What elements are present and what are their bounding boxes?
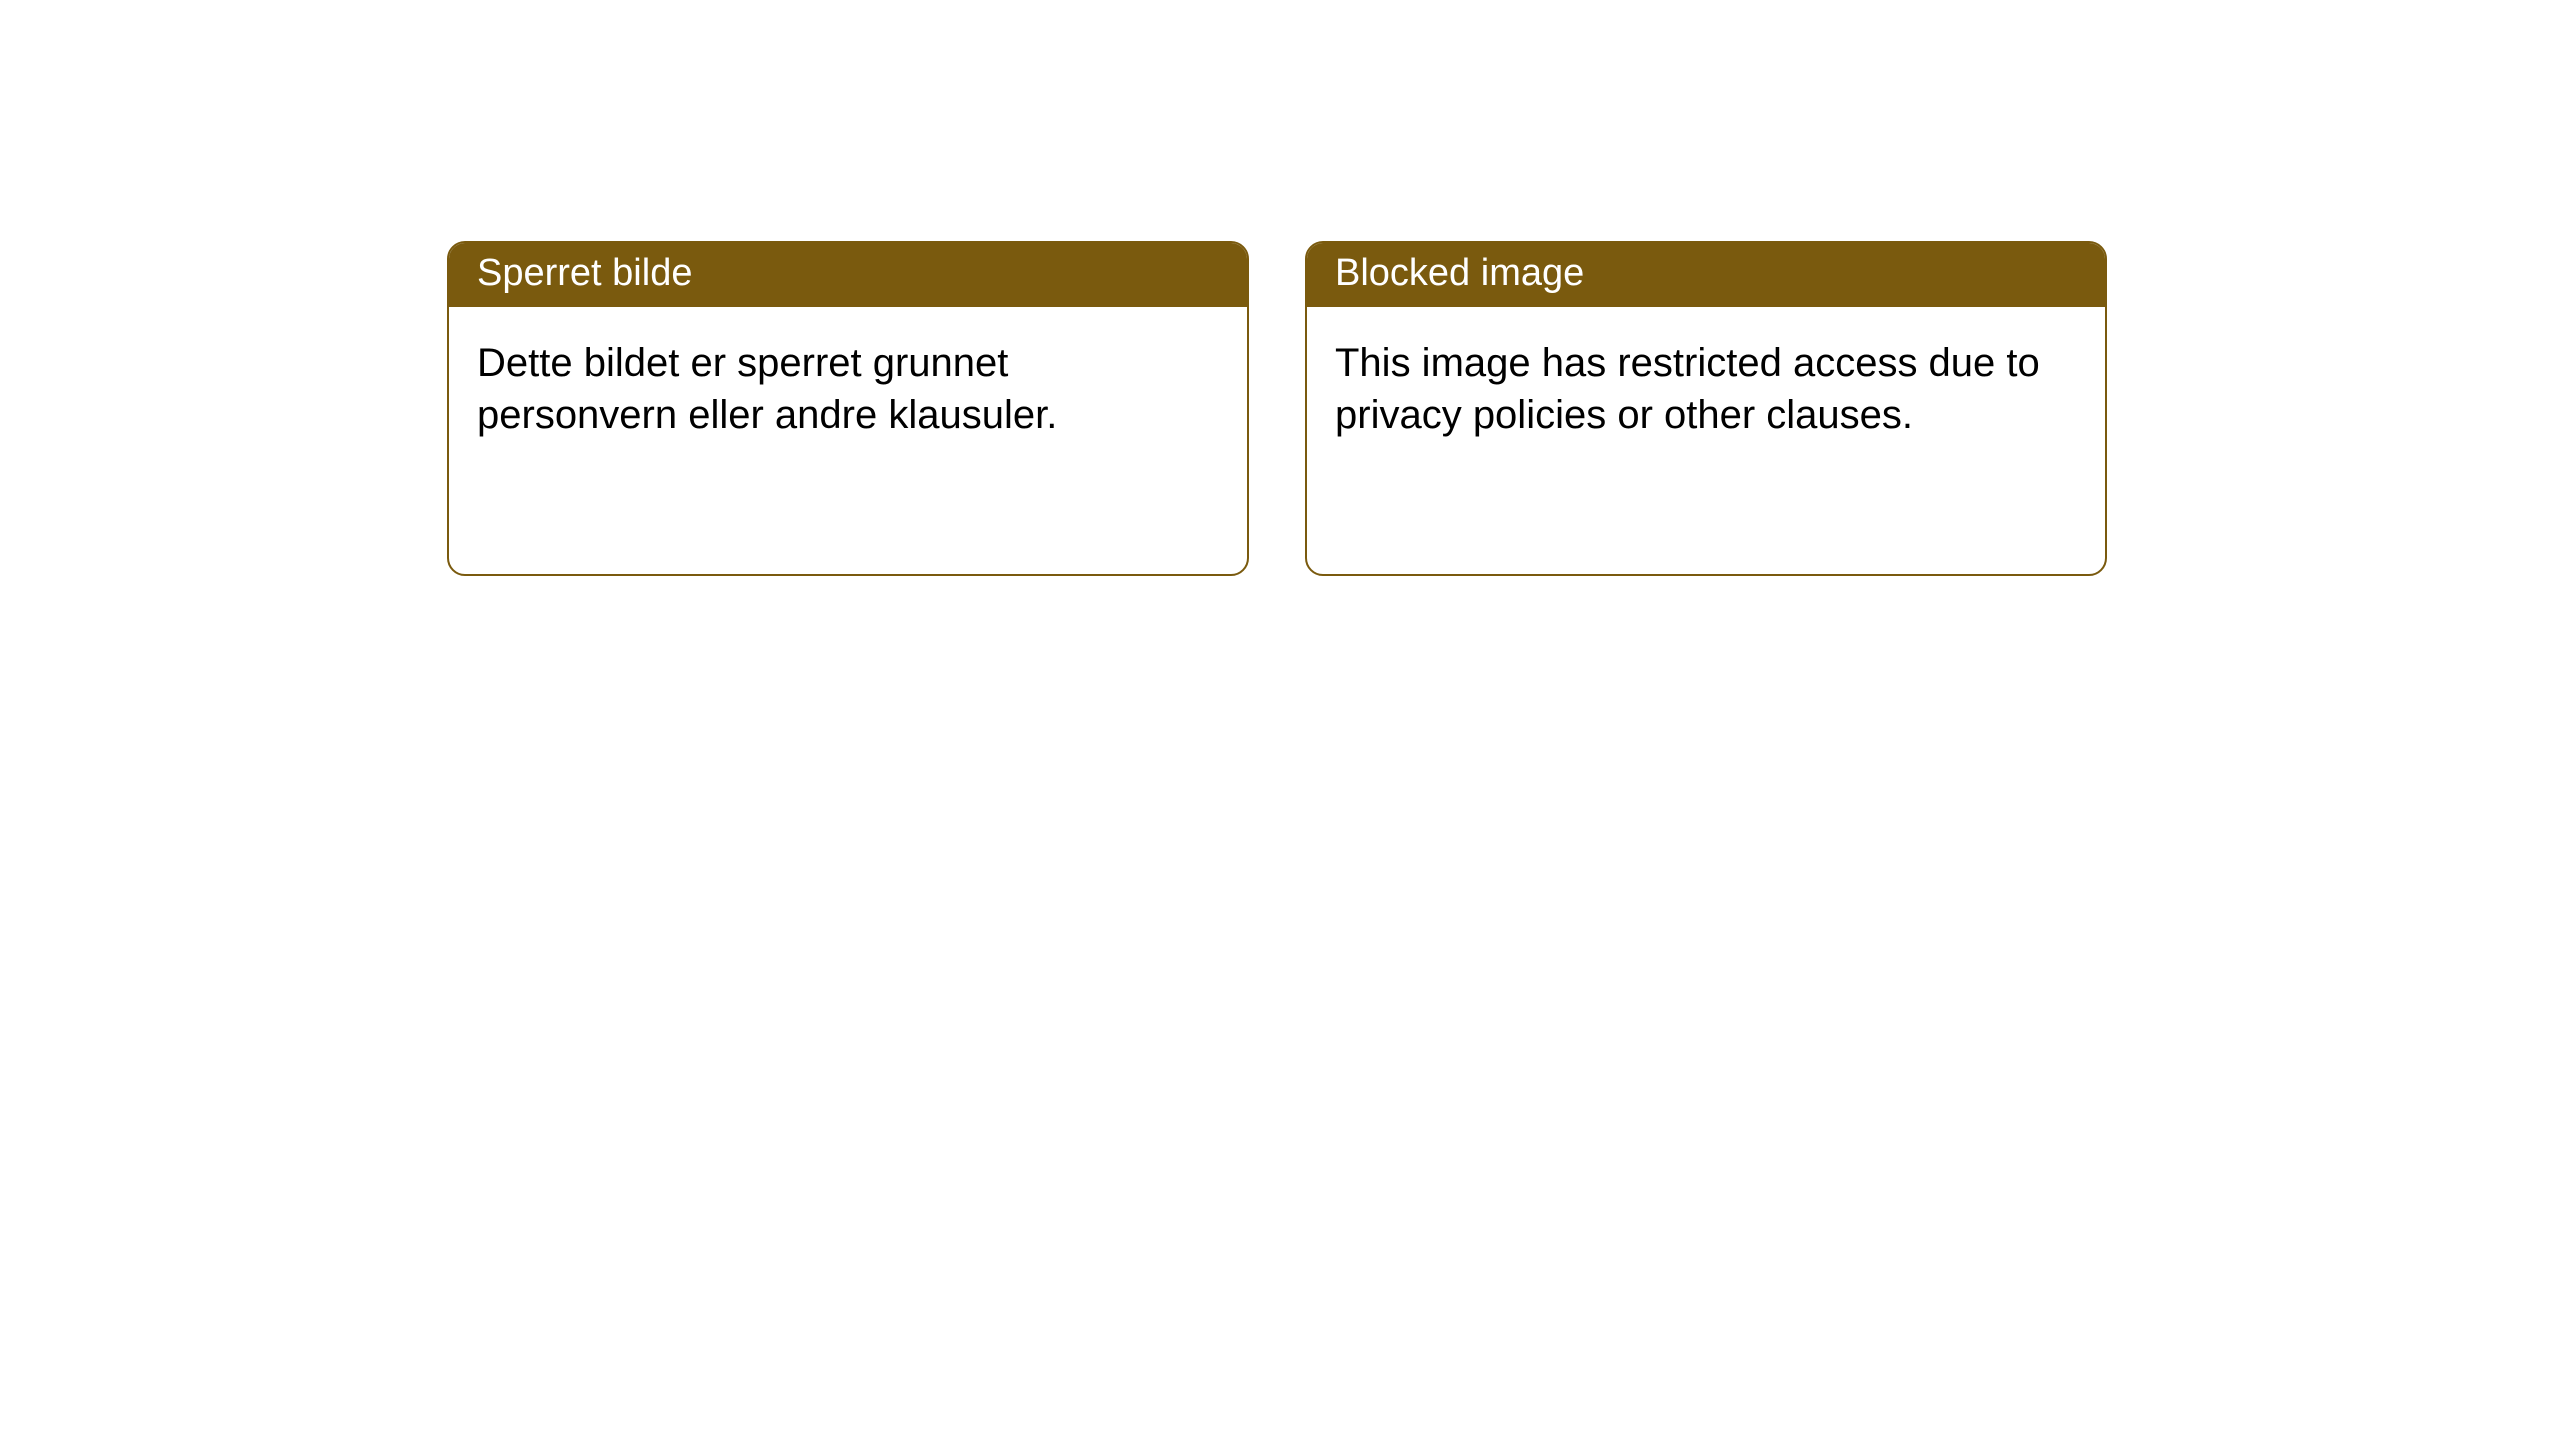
card-title: Sperret bilde xyxy=(477,252,692,294)
card-body: This image has restricted access due to … xyxy=(1307,307,2105,471)
notice-card-english: Blocked image This image has restricted … xyxy=(1305,241,2107,576)
card-title: Blocked image xyxy=(1335,252,1584,294)
card-header: Blocked image xyxy=(1307,243,2105,307)
card-body-text: Dette bildet er sperret grunnet personve… xyxy=(477,341,1057,437)
card-body-text: This image has restricted access due to … xyxy=(1335,341,2040,437)
card-body: Dette bildet er sperret grunnet personve… xyxy=(449,307,1247,471)
card-header: Sperret bilde xyxy=(449,243,1247,307)
notice-container: Sperret bilde Dette bildet er sperret gr… xyxy=(0,0,2560,576)
notice-card-norwegian: Sperret bilde Dette bildet er sperret gr… xyxy=(447,241,1249,576)
